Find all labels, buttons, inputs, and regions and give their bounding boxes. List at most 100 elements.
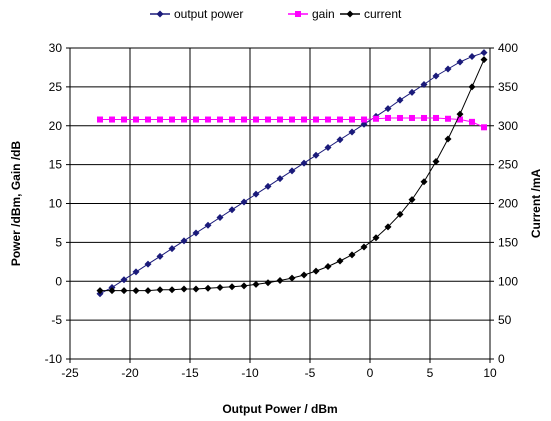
legend-item-current: current bbox=[340, 7, 402, 21]
y2-axis-ticks: 0 50 100 150 200 250 300 350 400 bbox=[490, 41, 518, 366]
data-point-output-power bbox=[408, 88, 416, 96]
data-point-current bbox=[120, 287, 128, 295]
data-point-output-power bbox=[384, 105, 392, 113]
x-tick-label: 0 bbox=[367, 366, 374, 380]
data-point-current bbox=[456, 110, 464, 118]
y-tick-label: 15 bbox=[49, 158, 63, 172]
data-point-output-power bbox=[432, 72, 440, 80]
data-point-current bbox=[156, 286, 164, 294]
data-point-current bbox=[360, 243, 368, 251]
legend: output power gain current bbox=[150, 7, 402, 21]
data-point-output-power bbox=[252, 190, 260, 198]
x-tick-label: -25 bbox=[61, 366, 79, 380]
data-point-gain bbox=[109, 116, 115, 123]
y-tick-label: -5 bbox=[51, 313, 62, 327]
data-point-gain bbox=[301, 116, 307, 123]
data-point-current bbox=[396, 210, 404, 218]
legend-label: current bbox=[364, 7, 402, 21]
y-tick-label: 20 bbox=[49, 119, 63, 133]
data-point-gain bbox=[421, 114, 427, 121]
data-point-gain bbox=[121, 116, 127, 123]
data-point-current bbox=[192, 285, 200, 293]
data-point-current bbox=[276, 276, 284, 284]
data-point-output-power bbox=[264, 182, 272, 190]
data-point-gain bbox=[289, 116, 295, 123]
data-point-gain bbox=[229, 116, 235, 123]
data-point-gain bbox=[181, 116, 187, 123]
data-point-output-power bbox=[468, 53, 476, 61]
data-point-current bbox=[300, 271, 308, 279]
series-current bbox=[96, 56, 488, 295]
legend-label: gain bbox=[312, 7, 335, 21]
x-tick-label: -5 bbox=[305, 366, 316, 380]
data-point-current bbox=[252, 280, 260, 288]
data-point-output-power bbox=[276, 175, 284, 183]
series-layer bbox=[96, 49, 488, 298]
data-point-gain bbox=[193, 116, 199, 123]
data-point-gain bbox=[457, 116, 463, 123]
legend-item-output-power: output power bbox=[150, 7, 243, 21]
data-point-gain bbox=[145, 116, 151, 123]
data-point-gain bbox=[277, 116, 283, 123]
x-tick-label: -10 bbox=[241, 366, 259, 380]
data-point-output-power bbox=[480, 49, 488, 57]
data-point-gain bbox=[97, 116, 103, 123]
data-point-output-power bbox=[336, 136, 344, 144]
data-point-current bbox=[336, 257, 344, 265]
data-point-current bbox=[216, 283, 224, 291]
data-point-output-power bbox=[300, 159, 308, 167]
data-point-output-power bbox=[348, 128, 356, 136]
data-point-output-power bbox=[168, 245, 176, 253]
data-point-gain bbox=[205, 116, 211, 123]
data-point-gain bbox=[253, 116, 259, 123]
data-point-current bbox=[444, 135, 452, 143]
data-point-gain bbox=[445, 115, 451, 122]
data-point-gain bbox=[241, 116, 247, 123]
y-tick-label: 10 bbox=[49, 197, 63, 211]
series-gain bbox=[97, 114, 487, 131]
y2-tick-label: 350 bbox=[498, 80, 518, 94]
data-point-current bbox=[132, 287, 140, 295]
y2-axis-label: Current /mA bbox=[529, 168, 543, 238]
y2-tick-label: 200 bbox=[498, 197, 518, 211]
data-point-current bbox=[144, 287, 152, 295]
data-point-output-power bbox=[120, 276, 128, 284]
data-point-current bbox=[468, 83, 476, 91]
y-axis-label: Power /dBm, Gain /dB bbox=[9, 140, 23, 266]
y-tick-label: 25 bbox=[49, 80, 63, 94]
x-tick-label: 10 bbox=[483, 366, 497, 380]
y2-tick-label: 0 bbox=[498, 352, 505, 366]
data-point-output-power bbox=[396, 96, 404, 104]
x-tick-label: -20 bbox=[121, 366, 139, 380]
data-point-current bbox=[108, 287, 116, 295]
data-point-output-power bbox=[132, 268, 140, 276]
data-point-gain bbox=[157, 116, 163, 123]
y-tick-label: 5 bbox=[55, 235, 62, 249]
y2-tick-label: 400 bbox=[498, 41, 518, 55]
data-point-output-power bbox=[324, 144, 332, 152]
data-point-output-power bbox=[288, 167, 296, 175]
data-point-gain bbox=[373, 115, 379, 122]
data-point-current bbox=[372, 234, 380, 242]
data-point-gain bbox=[325, 116, 331, 123]
data-point-output-power bbox=[204, 221, 212, 229]
data-point-output-power bbox=[144, 260, 152, 268]
x-tick-label: -15 bbox=[181, 366, 199, 380]
data-point-output-power bbox=[228, 206, 236, 214]
data-point-gain bbox=[469, 118, 475, 125]
data-point-gain bbox=[481, 124, 487, 131]
y2-tick-label: 250 bbox=[498, 158, 518, 172]
data-point-output-power bbox=[456, 58, 464, 66]
data-point-current bbox=[432, 158, 440, 166]
y2-tick-label: 50 bbox=[498, 313, 512, 327]
x-tick-label: 5 bbox=[427, 366, 434, 380]
data-point-gain bbox=[409, 114, 415, 121]
data-point-output-power bbox=[216, 213, 224, 221]
x-axis-label: Output Power / dBm bbox=[222, 402, 337, 416]
data-point-current bbox=[420, 178, 428, 186]
data-point-current bbox=[240, 282, 248, 290]
data-point-current bbox=[324, 262, 332, 270]
data-point-gain bbox=[217, 116, 223, 123]
y-tick-label: 0 bbox=[55, 274, 62, 288]
